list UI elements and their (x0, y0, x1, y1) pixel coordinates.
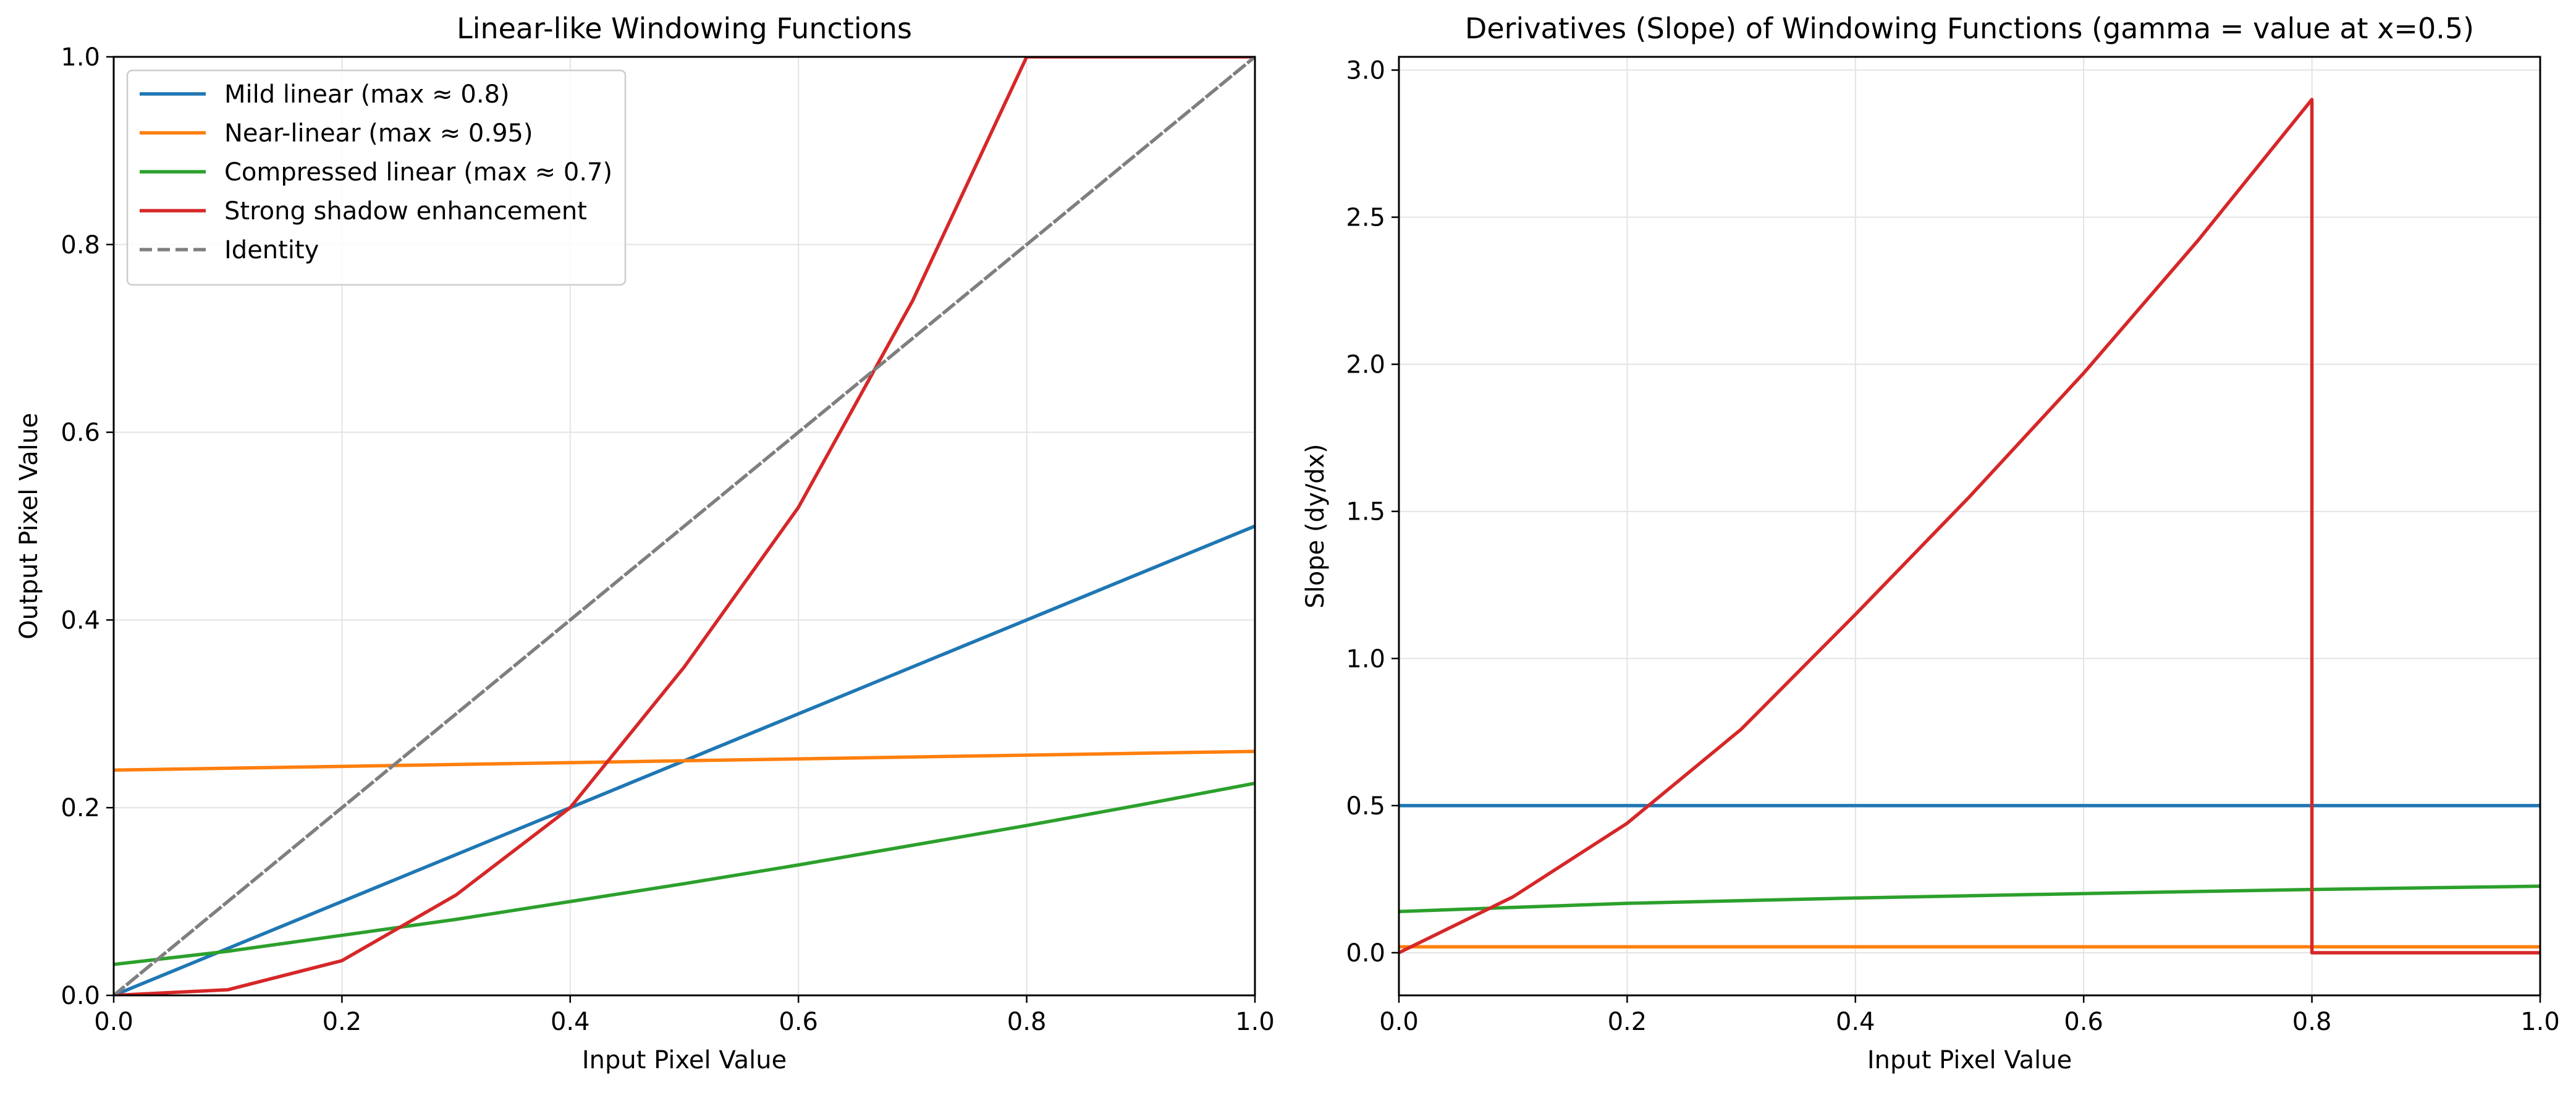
legend-entry-label: Identity (224, 236, 319, 264)
y-tick-label: 0.0 (61, 982, 100, 1010)
legend-entry-label: Near-linear (max ≈ 0.95) (224, 119, 533, 148)
series-line-identity (114, 57, 1255, 995)
axes-frame (1398, 56, 2541, 997)
series-line-compressed-linear-max-0-7 (114, 781, 1255, 966)
y-axis-label: Output Pixel Value (15, 413, 43, 639)
series-line-strong-shadow-enhancement (114, 57, 1255, 995)
legend-entry-label: Compressed linear (max ≈ 0.7) (224, 158, 612, 187)
right-chart-panel: 0.0 0.2 0.4 0.6 0.8 1.0 0.0 0.5 1.0 1.5 2.0 2.5 3.0 D… (1301, 12, 2560, 1074)
series-line-near-linear-max-0-95 (114, 749, 1255, 772)
x-tick-label: 0.8 (2292, 1008, 2332, 1036)
series-line-compressed-linear-max-0-7 (1399, 884, 2540, 914)
legend-entry-label: Mild linear (max ≈ 0.8) (224, 80, 510, 109)
y-tick-label: 0.6 (61, 419, 100, 447)
x-tick-label: 0.4 (551, 1008, 590, 1036)
chart-title: Derivatives (Slope) of Windowing Functio… (1465, 12, 2474, 45)
y-tick-label: 0.2 (61, 794, 100, 822)
series-group (1399, 98, 2540, 955)
x-tick-label: 0.0 (1379, 1008, 1419, 1036)
left-chart-panel: 0.0 0.2 0.4 0.6 0.8 1.0 0.0 0.2 0.4 0.6 0.8 1.0 Line… (15, 12, 1275, 1074)
series-line-strong-shadow-enhancement (1399, 98, 2540, 955)
y-tick-label: 0.4 (61, 606, 100, 635)
y-tick-label: 0.5 (1346, 792, 1385, 821)
y-tick-label: 1.0 (1346, 645, 1385, 673)
x-tick-label: 0.2 (323, 1008, 362, 1036)
x-axis-label: Input Pixel Value (582, 1046, 787, 1074)
x-tick-label: 0.0 (94, 1008, 133, 1036)
y-tick-label: 3.0 (1346, 56, 1385, 85)
axes-frame (112, 56, 1256, 997)
x-tick-label: 0.8 (1007, 1008, 1047, 1036)
y-tick-label: 2.0 (1346, 351, 1385, 379)
legend-box (126, 69, 627, 286)
legend: Mild linear (max ≈ 0.8) Near-linear (max … (126, 69, 627, 286)
y-tick-label: 1.0 (61, 43, 100, 72)
x-axis-label: Input Pixel Value (1867, 1046, 2072, 1074)
y-tick-label: 2.5 (1346, 204, 1385, 232)
chart-title: Linear-like Windowing Functions (457, 12, 912, 45)
x-tick-label: 0.6 (779, 1008, 818, 1036)
series-group (114, 57, 1255, 995)
y-tick-label: 0.0 (1346, 939, 1385, 968)
x-tick-label: 0.6 (2064, 1008, 2103, 1036)
x-tick-label: 0.2 (1608, 1008, 1647, 1036)
x-tick-label: 1.0 (2520, 1008, 2560, 1036)
y-axis-label: Slope (dy/dx) (1301, 444, 1330, 609)
x-tick-label: 0.4 (1836, 1008, 1875, 1036)
y-tick-label: 1.5 (1346, 498, 1385, 526)
legend-entry-label: Strong shadow enhancement (224, 197, 587, 226)
x-tick-label: 1.0 (1235, 1008, 1275, 1036)
y-tick-label: 0.8 (61, 231, 100, 260)
